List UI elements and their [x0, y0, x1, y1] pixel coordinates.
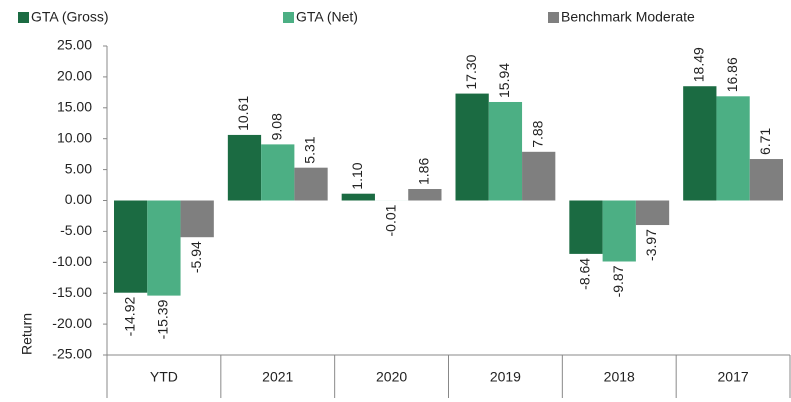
bar	[569, 200, 603, 254]
bar	[114, 200, 148, 293]
data-label: 17.30	[463, 54, 479, 89]
y-tick-label: 0.00	[65, 191, 92, 207]
data-label: -0.01	[382, 204, 398, 236]
bar	[147, 200, 181, 296]
y-tick-label: 25.00	[57, 37, 92, 53]
bar	[294, 167, 328, 201]
legend-swatch	[18, 12, 29, 23]
bar	[716, 96, 750, 201]
data-label: 7.88	[529, 120, 545, 147]
bar	[488, 101, 523, 201]
x-tick-label: 2021	[262, 369, 293, 385]
legend-swatch	[548, 12, 559, 23]
y-tick-label: -25.00	[52, 346, 92, 362]
data-label: 1.86	[416, 158, 432, 185]
data-label: 9.08	[268, 113, 284, 140]
x-tick-label: YTD	[150, 369, 178, 385]
y-tick-label: 5.00	[65, 160, 92, 176]
data-label: -14.92	[121, 296, 137, 336]
y-tick-label: -5.00	[60, 222, 92, 238]
y-tick-label: 10.00	[57, 129, 92, 145]
x-tick-label: 2017	[718, 369, 749, 385]
legend-swatch	[283, 12, 294, 23]
bar	[408, 189, 442, 201]
data-label: -8.64	[577, 258, 593, 290]
data-label: 6.71	[757, 128, 773, 155]
bar	[455, 93, 489, 201]
legend-label: GTA (Gross)	[31, 9, 109, 25]
y-tick-label: 20.00	[57, 68, 92, 84]
x-tick-label: 2018	[604, 369, 635, 385]
data-label: 18.49	[691, 47, 707, 82]
bar	[683, 86, 717, 201]
legend-label: Benchmark Moderate	[561, 9, 695, 25]
y-tick-label: -20.00	[52, 315, 92, 331]
legend-label: GTA (Net)	[296, 9, 358, 25]
data-label: -5.94	[188, 241, 204, 273]
bar	[602, 200, 636, 262]
bar	[180, 200, 214, 238]
bar	[522, 151, 556, 201]
data-label: 5.31	[302, 136, 318, 163]
y-tick-label: 15.00	[57, 99, 92, 115]
bar	[341, 193, 375, 201]
x-tick-label: 2019	[490, 369, 521, 385]
data-label: 16.86	[724, 57, 740, 92]
y-axis-label: Return	[19, 313, 35, 355]
data-label: 15.94	[496, 63, 512, 98]
bar	[261, 144, 295, 201]
bar	[749, 159, 783, 201]
bar	[227, 134, 262, 201]
bar	[635, 200, 670, 226]
data-label: -15.39	[155, 299, 171, 339]
x-tick-label: 2020	[376, 369, 407, 385]
data-label: 10.61	[235, 96, 251, 131]
y-tick-label: -15.00	[52, 284, 92, 300]
data-label: -9.87	[610, 265, 626, 297]
data-label: 1.10	[349, 162, 365, 189]
data-label: -3.97	[643, 229, 659, 261]
y-tick-label: -10.00	[52, 253, 92, 269]
